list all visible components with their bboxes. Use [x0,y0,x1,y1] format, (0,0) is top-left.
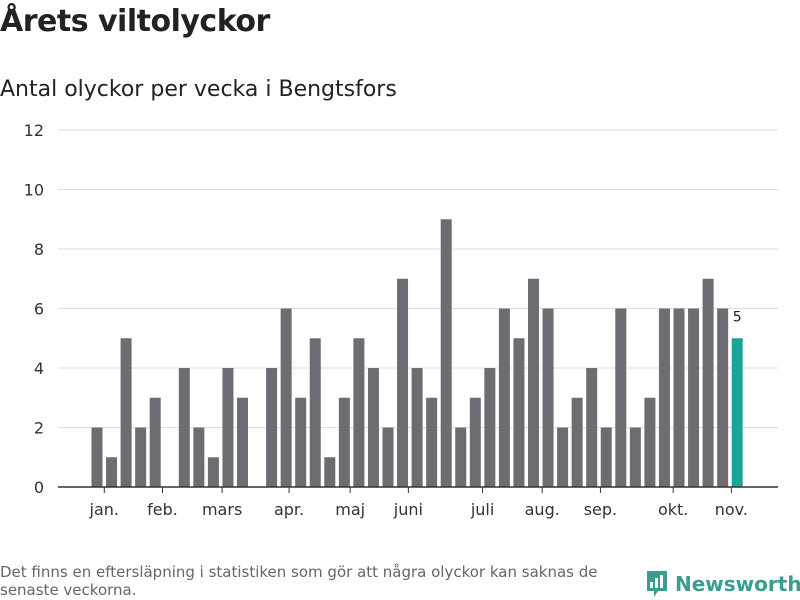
bar [600,427,612,487]
x-tick-label: juli [470,500,494,519]
bar [149,397,161,487]
bar [193,427,205,487]
y-axis-ticks: 0 2 4 6 8 10 12 [24,121,44,497]
bar [615,308,627,487]
data-labels: 5 [733,309,742,325]
bar [673,308,685,487]
newsworthy-logo[interactable]: Newsworthy [645,569,800,599]
brand-name: Newsworthy [675,572,800,596]
bar [309,338,321,487]
bar [120,338,132,487]
bar [557,427,569,487]
bar [571,397,583,487]
y-tick-label: 6 [34,300,44,319]
bar [207,457,219,487]
bar [237,397,248,487]
bar [455,427,467,487]
bar-highlight [731,338,743,487]
x-tick-label: mars [202,500,242,519]
bar [324,457,336,487]
bar [440,219,452,487]
bar [338,397,350,487]
bar [353,338,365,487]
bar [513,338,525,487]
bar [717,308,729,487]
y-tick-label: 12 [24,121,44,140]
bar [367,368,379,487]
y-tick-label: 2 [34,419,44,438]
bar [397,278,409,487]
bar [586,368,598,487]
bar [644,397,656,487]
chart-subtitle: Antal olyckor per vecka i Bengtsfors [0,77,397,102]
x-tick-label: nov. [715,500,748,519]
bar [498,308,510,487]
bar [528,278,539,487]
bar [469,397,481,487]
bars [91,219,743,487]
bar [426,397,438,487]
bar-chart: 0 2 4 6 8 10 12 jan. feb. mars apr. maj juni juli aug… [24,121,778,519]
bar [382,427,394,487]
y-tick-label: 0 [34,478,44,497]
bar [702,278,714,487]
bar [106,457,118,487]
x-axis-ticks: jan. feb. mars apr. maj juni juli aug. sep. okt. n… [89,487,748,519]
bar [266,368,278,487]
bar [91,427,103,487]
x-tick-label: jan. [89,500,119,519]
chart-title: Årets viltolyckor [0,4,270,39]
bar [658,308,670,487]
bar [135,427,147,487]
x-tick-label: okt. [658,500,688,519]
bar-chart-icon [647,571,667,597]
x-tick-label: aug. [525,500,560,519]
bar [484,368,496,487]
footnote: Det finns en eftersläpning i statistiken… [0,563,598,599]
bar [295,397,307,487]
x-tick-label: apr. [274,500,304,519]
x-tick-label: juni [393,500,423,519]
y-tick-label: 8 [34,240,44,259]
bar [542,308,554,487]
x-tick-label: sep. [584,500,617,519]
y-tick-label: 10 [24,181,44,200]
bar [411,368,423,487]
bar [280,308,292,487]
data-label-last-week: 5 [733,309,742,325]
bar [178,368,190,487]
bar [688,308,700,487]
y-tick-label: 4 [34,359,44,378]
x-tick-label: maj [335,500,365,519]
bar [629,427,641,487]
x-tick-label: feb. [147,500,178,519]
bar [222,368,234,487]
